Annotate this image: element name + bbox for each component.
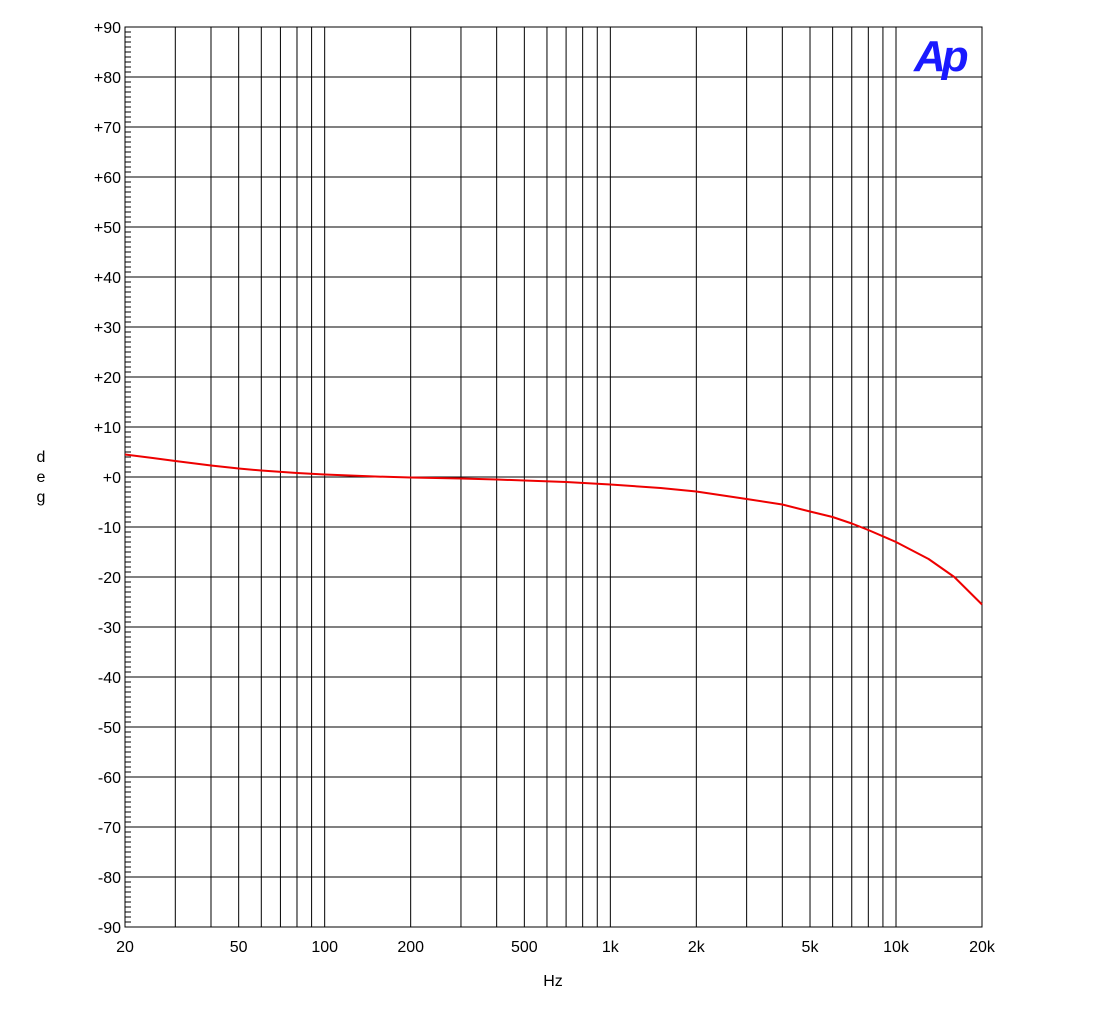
y-tick-label: +80 [94, 70, 121, 87]
x-tick-label: 20k [969, 939, 996, 956]
x-tick-label: 50 [230, 939, 248, 956]
y-tick-label: +0 [103, 470, 121, 487]
y-tick-label: -20 [98, 570, 121, 587]
plot-frame [124, 26, 983, 928]
y-tick-label: -70 [98, 820, 121, 837]
x-tick-label: 100 [311, 939, 338, 956]
x-tick-labels: 20 50 100 200 500 1k 2k 5k 10k 20k [116, 939, 996, 956]
x-tick-label: 20 [116, 939, 134, 956]
y-tick-labels: +90 +80 +70 +60 +50 +40 +30 +20 +10 +0 -10 -20 -30 -4… [94, 20, 121, 937]
y-tick-label: -90 [98, 920, 121, 937]
y-minor-ticks [125, 26, 135, 928]
y-tick-label: -80 [98, 870, 121, 887]
y-tick-label: +30 [94, 320, 121, 337]
phase-curve [124, 453, 983, 606]
ap-logo: Ap [913, 32, 968, 81]
y-tick-label: -10 [98, 520, 121, 537]
y-tick-label: +10 [94, 420, 121, 437]
y-tick-label: -60 [98, 770, 121, 787]
x-tick-label: 1k [602, 939, 620, 956]
x-tick-label: 10k [883, 939, 910, 956]
x-tick-label: 2k [688, 939, 706, 956]
x-tick-label: 5k [802, 939, 820, 956]
y-tick-label: +90 [94, 20, 121, 37]
x-axis-title: Hz [543, 973, 563, 990]
y-tick-label: +50 [94, 220, 121, 237]
y-tick-label: -30 [98, 620, 121, 637]
x-tick-label: 200 [397, 939, 424, 956]
y-tick-label: -50 [98, 720, 121, 737]
grid [125, 27, 982, 927]
x-tick-label: 500 [511, 939, 538, 956]
y-tick-label: -40 [98, 670, 121, 687]
y-tick-label: +20 [94, 370, 121, 387]
y-tick-label: +60 [94, 170, 121, 187]
y-tick-label: +70 [94, 120, 121, 137]
y-tick-label: +40 [94, 270, 121, 287]
series-layer [124, 453, 983, 606]
